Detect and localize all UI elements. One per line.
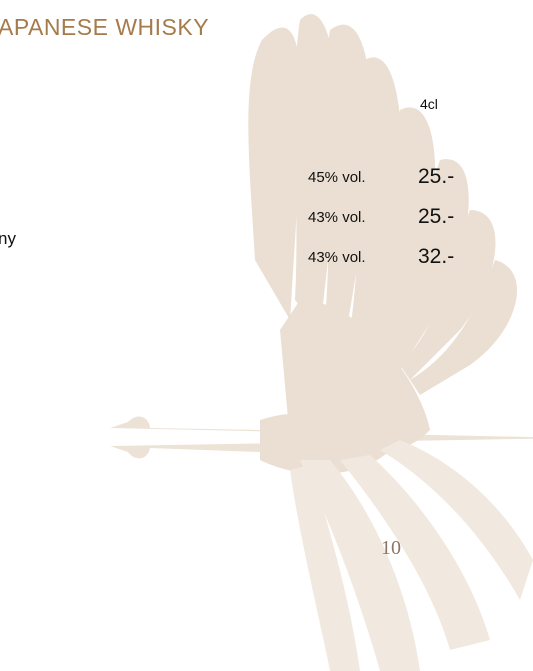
size-header: 4cl	[420, 97, 438, 111]
page-number: 10	[381, 538, 401, 558]
price: 32.-	[418, 246, 454, 267]
page: APANESE WHISKY 4cl 45% vol. 25.- 43% vol…	[0, 0, 533, 671]
price: 25.-	[418, 166, 454, 187]
item-name: ny	[0, 230, 16, 247]
section-title: APANESE WHISKY	[0, 16, 209, 39]
crane-illustration	[0, 0, 533, 671]
abv: 43% vol.	[308, 210, 366, 225]
price: 25.-	[418, 206, 454, 227]
abv: 43% vol.	[308, 250, 366, 265]
abv: 45% vol.	[308, 170, 366, 185]
